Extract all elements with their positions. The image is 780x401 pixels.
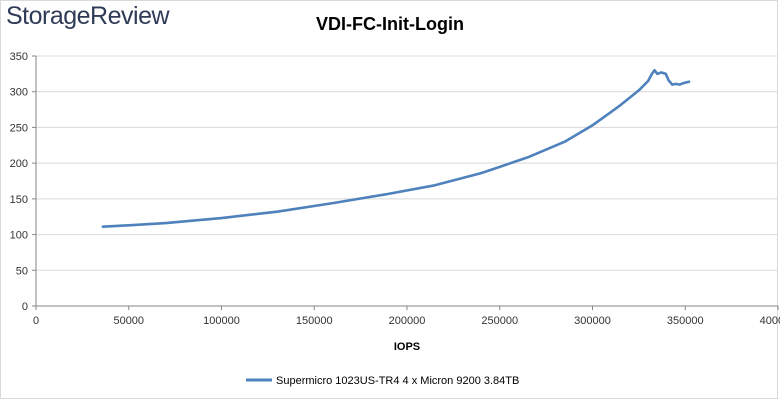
y-tick-label: 250 <box>10 122 28 134</box>
series-line <box>101 69 691 228</box>
brand-logo: StorageReview <box>6 2 170 30</box>
x-tick-label: 150000 <box>296 315 333 327</box>
y-tick-label: 0 <box>22 301 28 313</box>
y-axis-ticks: 0 50 100 150 200 250 300 350 <box>10 51 36 313</box>
x-axis-label: IOPS <box>394 341 420 353</box>
x-tick-label: 250000 <box>481 315 518 327</box>
x-tick-label: 400000 <box>760 315 780 327</box>
y-tick-label: 150 <box>10 194 28 206</box>
x-tick-label: 100000 <box>203 315 240 327</box>
y-tick-label: 50 <box>16 265 28 277</box>
x-tick-label: 350000 <box>667 315 704 327</box>
legend-entry: Supermicro 1023US-TR4 4 x Micron 9200 3.… <box>276 375 519 387</box>
legend: Supermicro 1023US-TR4 4 x Micron 9200 3.… <box>246 375 519 387</box>
chart-title: VDI-FC-Init-Login <box>316 14 464 34</box>
x-axis-ticks: 0 50000 100000 150000 200000 250000 300000 3500… <box>33 306 780 327</box>
x-tick-label: 200000 <box>389 315 426 327</box>
x-tick-label: 50000 <box>113 315 144 327</box>
y-tick-label: 200 <box>10 158 28 170</box>
y-tick-label: 350 <box>10 51 28 63</box>
gridlines <box>36 55 778 271</box>
series-layer <box>101 69 691 228</box>
y-tick-label: 100 <box>10 230 28 242</box>
axes <box>35 56 778 307</box>
x-tick-label: 300000 <box>574 315 611 327</box>
y-tick-label: 300 <box>10 87 28 99</box>
x-tick-label: 0 <box>33 315 39 327</box>
